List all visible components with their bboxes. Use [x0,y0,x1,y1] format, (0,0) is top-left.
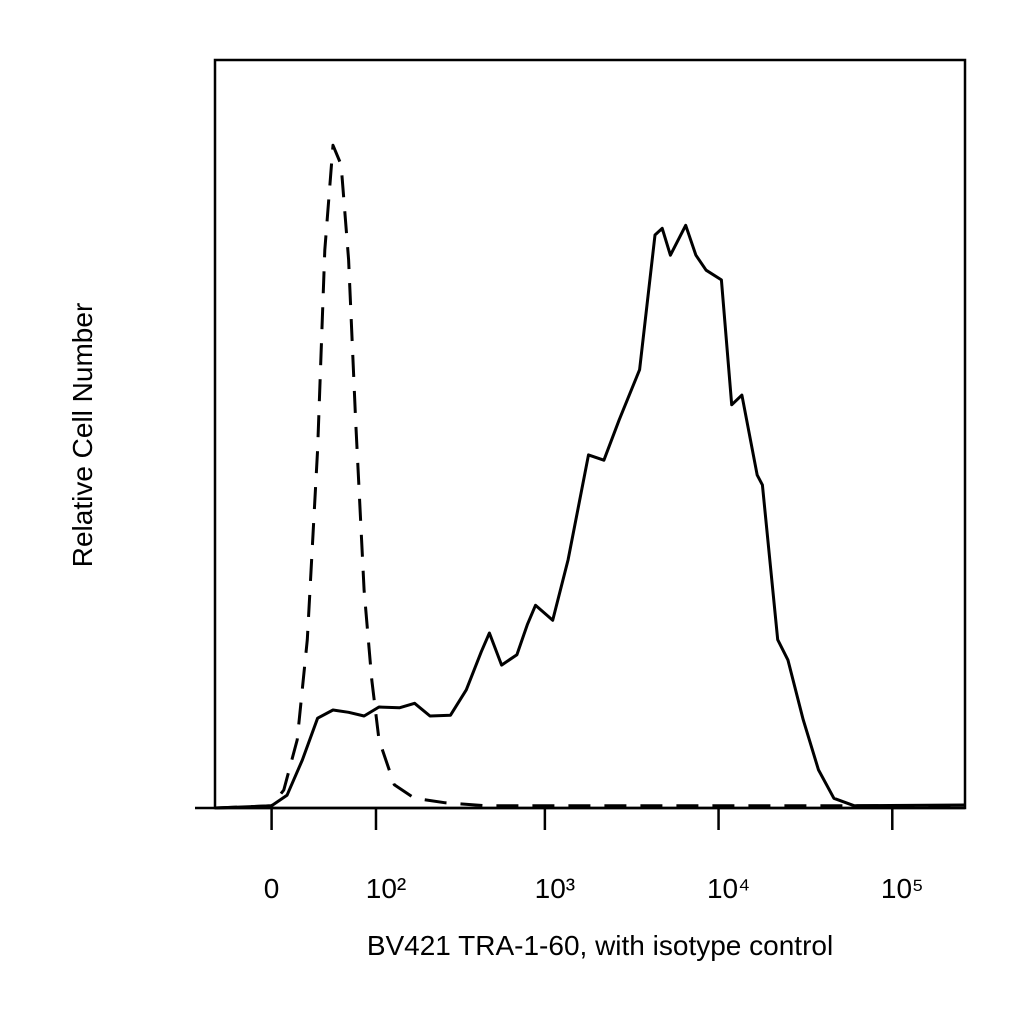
x-tick-label: 10⁴ [707,873,750,904]
x-axis-label: BV421 TRA-1-60, with isotype control [367,930,833,961]
x-tick-label: 0 [264,873,280,904]
plot-frame [213,58,967,810]
x-tick-label: 10⁵ [881,873,924,904]
y-axis-label: Relative Cell Number [67,303,98,568]
dashed-histogram [214,143,965,810]
x-tick-label: 10³ [535,873,575,904]
x-tick-label: 10² [366,873,406,904]
solid-histogram [214,223,966,810]
